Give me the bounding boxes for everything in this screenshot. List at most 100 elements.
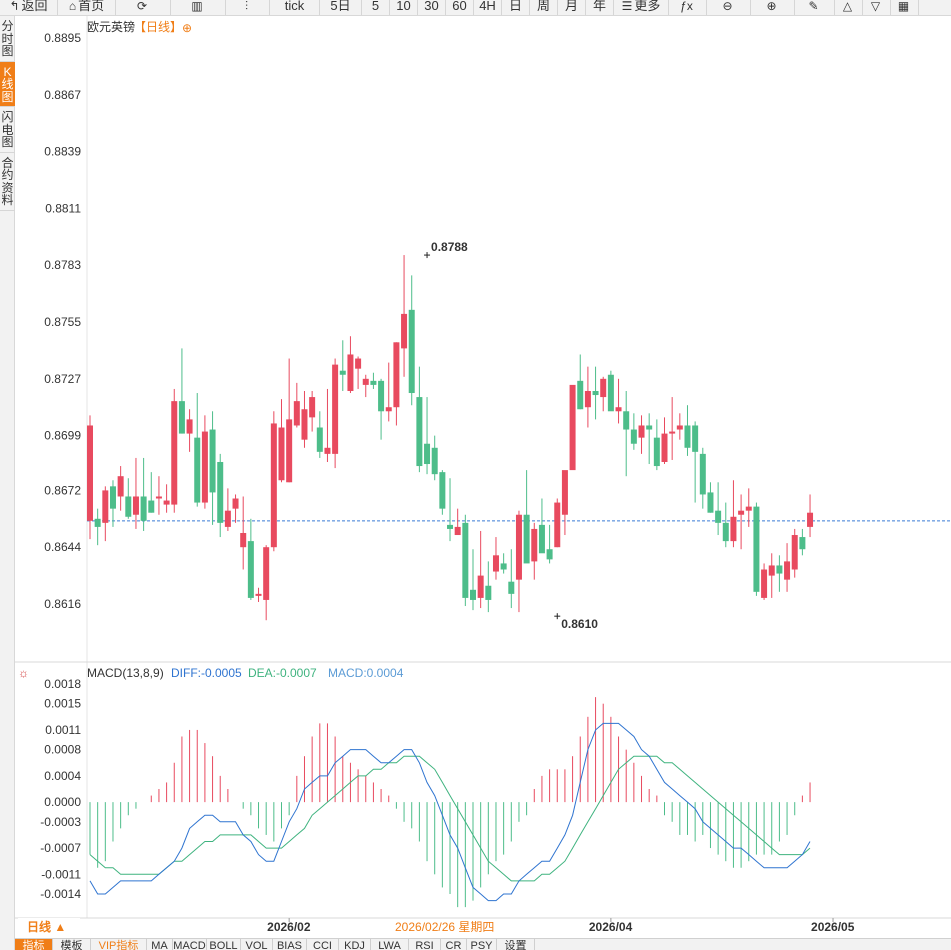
candle[interactable] — [447, 478, 454, 542]
indicator-tab-4[interactable]: MACD — [173, 939, 207, 950]
candle[interactable] — [623, 390, 630, 477]
candle[interactable] — [722, 502, 729, 548]
candle[interactable] — [546, 524, 553, 564]
candle[interactable] — [661, 417, 668, 465]
toolbar-btn-7-button[interactable]: 5 — [362, 0, 390, 15]
toolbar-btn-5-button[interactable]: tick — [270, 0, 320, 15]
candle[interactable] — [745, 488, 752, 527]
candle[interactable] — [171, 388, 178, 513]
indicator-tab-7[interactable]: BIAS — [273, 939, 307, 950]
candle[interactable] — [109, 480, 116, 527]
candle[interactable] — [600, 376, 607, 412]
toolbar-btn-15-button[interactable]: 年 — [586, 0, 614, 15]
toolbar-function-button[interactable]: ƒx — [669, 0, 707, 15]
candle[interactable] — [347, 336, 354, 394]
candle[interactable] — [339, 340, 346, 391]
candle[interactable] — [355, 356, 362, 389]
toolbar-btn-12-button[interactable]: 日 — [502, 0, 530, 15]
candle[interactable] — [316, 411, 323, 458]
candle[interactable] — [669, 397, 676, 460]
chart-area[interactable]: 0.8788 0.8610 0.8895 0.8867 0.8839 0.8811 0.8… — [15, 16, 951, 934]
candle[interactable] — [278, 399, 285, 483]
candle[interactable] — [707, 482, 714, 513]
candle[interactable] — [362, 374, 369, 398]
candle[interactable] — [424, 397, 431, 475]
candle[interactable] — [515, 510, 522, 613]
candle[interactable] — [799, 528, 806, 556]
candle[interactable] — [408, 275, 415, 406]
indicator-tab-9[interactable]: KDJ — [339, 939, 371, 950]
indicator-tab-1[interactable]: 模板 — [53, 939, 91, 950]
chart-svg[interactable]: 0.8788 0.8610 0.8895 0.8867 0.8839 0.8811 0.8… — [15, 16, 951, 934]
candle[interactable] — [577, 354, 584, 410]
period-button-bg[interactable] — [18, 918, 80, 934]
candle[interactable] — [676, 413, 683, 440]
candle[interactable] — [615, 378, 622, 424]
toolbar-refresh-button[interactable]: ⟳ — [116, 0, 171, 15]
candle[interactable] — [646, 413, 653, 465]
candle[interactable] — [286, 358, 293, 483]
candle[interactable] — [163, 484, 170, 513]
candle[interactable] — [738, 494, 745, 550]
candle[interactable] — [753, 502, 760, 596]
candle[interactable] — [148, 472, 155, 513]
macd-settings-icon[interactable]: ☼ — [18, 666, 29, 680]
toolbar-grid-button[interactable]: ▦ — [891, 0, 919, 15]
toolbar-draw-pen-button[interactable]: ✎ — [795, 0, 835, 15]
candle[interactable] — [470, 549, 476, 611]
candle[interactable] — [761, 563, 768, 600]
candle[interactable] — [393, 342, 400, 426]
toolbar-zoom-out-button[interactable]: ⊖ — [707, 0, 751, 15]
candle[interactable] — [140, 457, 147, 531]
indicator-tab-12[interactable]: CR — [441, 939, 467, 950]
candle[interactable] — [569, 384, 576, 471]
candle[interactable] — [638, 415, 645, 454]
toolbar-btn-10-button[interactable]: 60 — [446, 0, 474, 15]
left-tab-2[interactable]: 闪电图 — [0, 107, 15, 153]
indicator-tab-2[interactable]: VIP指标 — [91, 939, 147, 950]
candle[interactable] — [132, 457, 139, 529]
candle[interactable] — [255, 587, 262, 602]
candle[interactable] — [385, 362, 392, 422]
candle[interactable] — [370, 372, 377, 389]
indicator-tab-14[interactable]: 设置 — [497, 939, 535, 950]
toolbar-btn-11-button[interactable]: 4H — [474, 0, 502, 15]
candle[interactable] — [416, 366, 423, 473]
left-tab-3[interactable]: 合约资料 — [0, 153, 15, 211]
toolbar-triangle-down-button[interactable]: ▽ — [863, 0, 891, 15]
candle[interactable] — [102, 486, 109, 542]
indicator-tab-6[interactable]: VOL — [241, 939, 273, 950]
candle[interactable] — [87, 415, 93, 540]
candle[interactable] — [699, 447, 706, 509]
candle[interactable] — [462, 514, 469, 607]
toolbar-btn-14-button[interactable]: 月 — [558, 0, 586, 15]
candle[interactable] — [209, 411, 216, 525]
candle[interactable] — [508, 549, 515, 609]
candle[interactable] — [125, 478, 132, 519]
candle[interactable] — [431, 435, 438, 481]
candle[interactable] — [332, 358, 339, 469]
candle[interactable] — [523, 470, 530, 564]
add-indicator-icon[interactable]: ⊕ — [182, 21, 192, 35]
candle[interactable] — [607, 370, 614, 412]
candle[interactable] — [730, 480, 737, 548]
candle[interactable] — [224, 488, 231, 531]
candle[interactable] — [538, 498, 545, 554]
candle[interactable] — [247, 518, 254, 600]
candle[interactable] — [155, 476, 162, 515]
toolbar-bar-chart-button[interactable]: ▥ — [171, 0, 226, 15]
candle[interactable] — [301, 390, 308, 448]
candle[interactable] — [232, 494, 239, 523]
toolbar-btn-8-button[interactable]: 10 — [390, 0, 418, 15]
candle[interactable] — [178, 348, 185, 434]
candle[interactable] — [784, 543, 791, 592]
indicator-tab-5[interactable]: BOLL — [207, 939, 241, 950]
toolbar-candlestick-button[interactable]: ⫶ — [226, 0, 270, 15]
indicator-tab-8[interactable]: CCI — [307, 939, 339, 950]
candle[interactable] — [684, 405, 691, 456]
candle[interactable] — [217, 453, 224, 538]
candle[interactable] — [500, 553, 507, 574]
indicator-tab-11[interactable]: RSI — [409, 939, 441, 950]
candle[interactable] — [776, 555, 783, 592]
